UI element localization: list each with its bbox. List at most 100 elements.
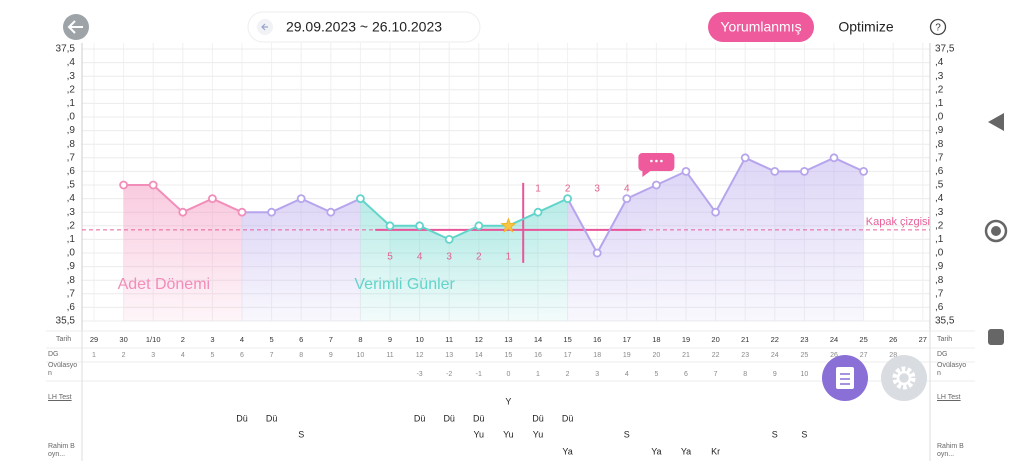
y-tick-label-right: ,7 [935,152,944,163]
plot: 37,5 37,5,4,4,3,3,2,2,1,1,0,0,9,9,8,8,7,7… [46,43,975,461]
temperature-segment [596,198,628,254]
cell: 10 [801,371,809,378]
gear-teeth [892,366,916,390]
date-range: 29.09.2023 ~ 26.10.2023 [286,19,442,35]
temperature-point [355,194,365,204]
y-tick-label-right: 37,5 [935,44,955,55]
nav-home-dot [991,226,1001,236]
cell: 7 [270,352,274,359]
countdown-before: 5 [387,252,393,263]
ovulation-point [500,217,517,233]
date-label: 1/10 [146,335,161,344]
cell: 7 [714,371,718,378]
countdown-after: 3 [594,184,600,195]
area [212,198,242,321]
y-tick-label: ,2 [67,220,76,231]
row-label: Ovülasyon [48,362,78,377]
cell: 8 [299,352,303,359]
cell: 23 [741,352,749,359]
y-tick-label-right: ,8 [935,275,944,286]
area [330,198,361,321]
date-label: 27 [919,335,927,344]
cell: Dü [562,413,574,423]
y-tick-label-right: ,7 [935,288,944,299]
cell: Dü [266,413,278,423]
nav-back[interactable] [988,113,1004,131]
cell: 9 [773,371,777,378]
cell: 19 [623,352,631,359]
cell: 3 [595,371,599,378]
cell: 3 [151,352,155,359]
gear-ring [896,370,912,386]
temperature-point [148,180,158,190]
y-tick-label-right: ,2 [935,84,944,95]
back-arrow [67,20,83,34]
notes-icon-lines [840,373,850,385]
temperature-segment [419,224,450,241]
cell: Ya [681,446,691,456]
date-label: 17 [623,335,631,344]
date-label: 21 [741,335,749,344]
temperature-point [622,194,632,204]
area [597,198,627,321]
date-label: 13 [504,335,512,344]
temperature-segment [152,184,184,213]
date-label: 30 [119,335,127,344]
phase-label: Verimli Günler [354,276,455,293]
area [745,157,775,321]
date-label: 22 [771,335,779,344]
cell: Dü [236,413,248,423]
optimize-button[interactable]: Optimize [838,19,893,35]
temperature-point [592,248,602,258]
cell: 20 [653,352,661,359]
cell: 21 [682,352,690,359]
y-tick-label-right: ,0 [935,112,944,123]
cell: 15 [505,352,513,359]
area [123,185,154,321]
cell: Dü [473,413,485,423]
cell: 2 [566,371,570,378]
area [182,198,213,321]
y-tick-label: ,4 [67,193,76,204]
notes-icon [836,367,854,389]
row-label: Rahim Boyn... [48,443,75,458]
temperature-point [296,194,306,204]
cell: 5 [654,371,658,378]
cell: S [772,429,778,439]
temperature-point [681,166,691,176]
y-tick-label-right: ,3 [935,71,944,82]
date-label: 2 [181,335,185,344]
y-tick-label-right: ,6 [935,302,944,313]
cell: 2 [122,352,126,359]
temperature-point [533,207,543,217]
temperature-segment [537,197,569,214]
cell: 5 [210,352,214,359]
help-icon[interactable] [929,18,947,36]
nav-recent[interactable] [988,329,1004,345]
y-tick-label: ,4 [67,57,76,68]
date-range-box[interactable] [247,11,481,43]
area [804,157,834,321]
y-tick-label: ,0 [67,248,76,259]
settings-button[interactable] [881,355,927,401]
countdown-after: 1 [535,184,541,195]
row-label: Rahim Boyn... [937,443,964,458]
y-tick-label: ,9 [67,125,76,136]
area [449,225,479,321]
temperature-segment [330,197,361,214]
date-label: 20 [711,335,719,344]
date-label: 29 [90,335,98,344]
help-label: ? [935,23,941,34]
cell: -3 [416,371,422,378]
temperature-segment [803,156,835,173]
date-prev-arrow [261,23,268,31]
temperature-segment [211,197,243,214]
nav-home[interactable] [984,219,1008,243]
date-label: 10 [415,335,423,344]
y-tick-label-right: ,4 [935,193,944,204]
area [656,171,686,321]
mode-button[interactable] [708,12,814,42]
y-tick-label-right: ,1 [935,234,944,245]
temperature-point [800,166,809,176]
